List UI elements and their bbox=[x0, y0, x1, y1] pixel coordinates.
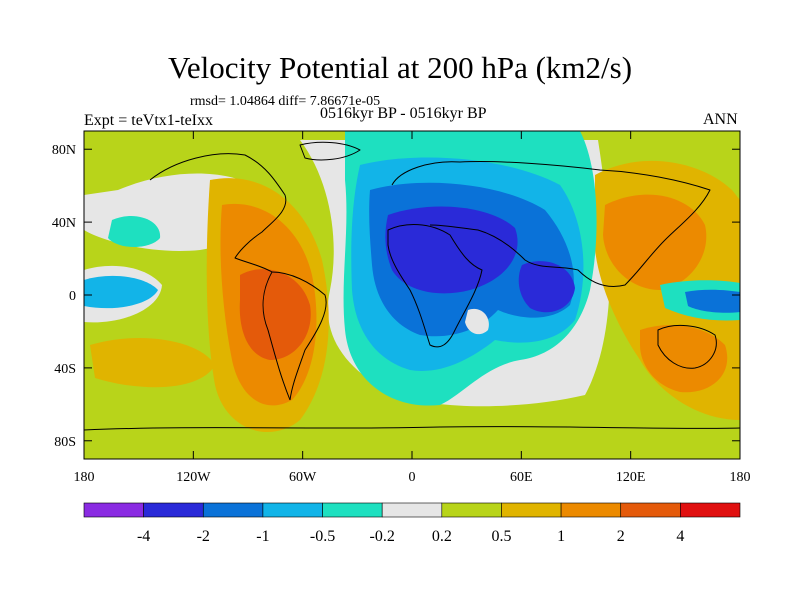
colorbar-swatch bbox=[262, 502, 323, 518]
colorbar-label: 0.2 bbox=[432, 528, 452, 545]
colorbar-label: 0.5 bbox=[491, 528, 511, 545]
colorbar-swatch bbox=[322, 502, 383, 518]
field-patch bbox=[465, 308, 489, 335]
colorbar-swatch bbox=[143, 502, 204, 518]
x-tick-label: 60W bbox=[289, 470, 317, 485]
colorbar-label: 4 bbox=[676, 528, 684, 545]
x-tick-label: 120W bbox=[176, 470, 211, 485]
colorbar-swatch bbox=[441, 502, 502, 518]
field-patch bbox=[385, 206, 518, 294]
colorbar-label: -0.2 bbox=[370, 528, 395, 545]
x-tick-label: 0 bbox=[409, 470, 416, 485]
colorbar-swatch bbox=[501, 502, 562, 518]
field-patch bbox=[90, 337, 215, 388]
colorbar-label: -1 bbox=[256, 528, 269, 545]
field-patch bbox=[640, 325, 728, 393]
antarctica-coast bbox=[84, 426, 740, 431]
colorbar-label: 2 bbox=[617, 528, 625, 545]
y-tick-label: 80N bbox=[52, 143, 76, 158]
south-america-coast bbox=[271, 271, 327, 401]
colorbar-swatch bbox=[560, 502, 622, 518]
colorbar: -4 -2 -1 -0.5 -0.2 0.2 0.5 1 2 4 bbox=[83, 502, 741, 545]
experiment-label: Expt = teVtx1-teIxx bbox=[84, 112, 213, 129]
colorbar-label: -0.5 bbox=[310, 528, 335, 545]
greenland-coast bbox=[299, 141, 361, 161]
rmsd-diff-label: rmsd= 1.04864 diff= 7.86671e-05 bbox=[190, 94, 381, 109]
colorbar-swatch bbox=[680, 502, 741, 518]
x-tick-label: 60E bbox=[510, 470, 533, 485]
field-patch bbox=[518, 261, 575, 313]
colorbar-label: -4 bbox=[137, 528, 150, 545]
y-axis: 80N 40N 0 40S 80S bbox=[52, 143, 740, 450]
season-label: ANN bbox=[703, 111, 738, 128]
y-tick-label: 0 bbox=[69, 289, 76, 304]
colorbar-swatch bbox=[202, 502, 264, 518]
period-label: 0516kyr BP - 0516kyr BP bbox=[320, 105, 487, 122]
colorbar-swatch bbox=[381, 502, 443, 518]
field-patch bbox=[108, 216, 161, 247]
map-title: Velocity Potential at 200 hPa (km2/s) bbox=[167, 50, 633, 85]
x-tick-label: 180 bbox=[74, 470, 95, 485]
field-patch bbox=[603, 194, 707, 290]
north-america-coast bbox=[149, 153, 287, 273]
y-tick-label: 40N bbox=[52, 216, 76, 231]
contour-fill-layer bbox=[84, 131, 740, 459]
coastlines bbox=[84, 141, 740, 431]
field-patch bbox=[239, 269, 311, 360]
colorbar-swatch bbox=[620, 502, 681, 518]
eurasia-coast bbox=[391, 161, 711, 287]
colorbar-label: -2 bbox=[197, 528, 210, 545]
colorbar-label: 1 bbox=[557, 528, 565, 545]
x-axis: 180 120W 60W 0 60E 120E 180 bbox=[74, 131, 751, 485]
x-tick-label: 120E bbox=[616, 470, 646, 485]
south-america-west-coast bbox=[262, 271, 291, 401]
y-tick-label: 40S bbox=[54, 362, 76, 377]
x-tick-label: 180 bbox=[730, 470, 751, 485]
field-patch bbox=[84, 275, 158, 309]
africa-coast bbox=[387, 224, 483, 348]
australia-coast bbox=[657, 324, 717, 369]
field-patch bbox=[685, 289, 740, 313]
y-tick-label: 80S bbox=[54, 435, 76, 450]
colorbar-swatch bbox=[83, 502, 144, 518]
